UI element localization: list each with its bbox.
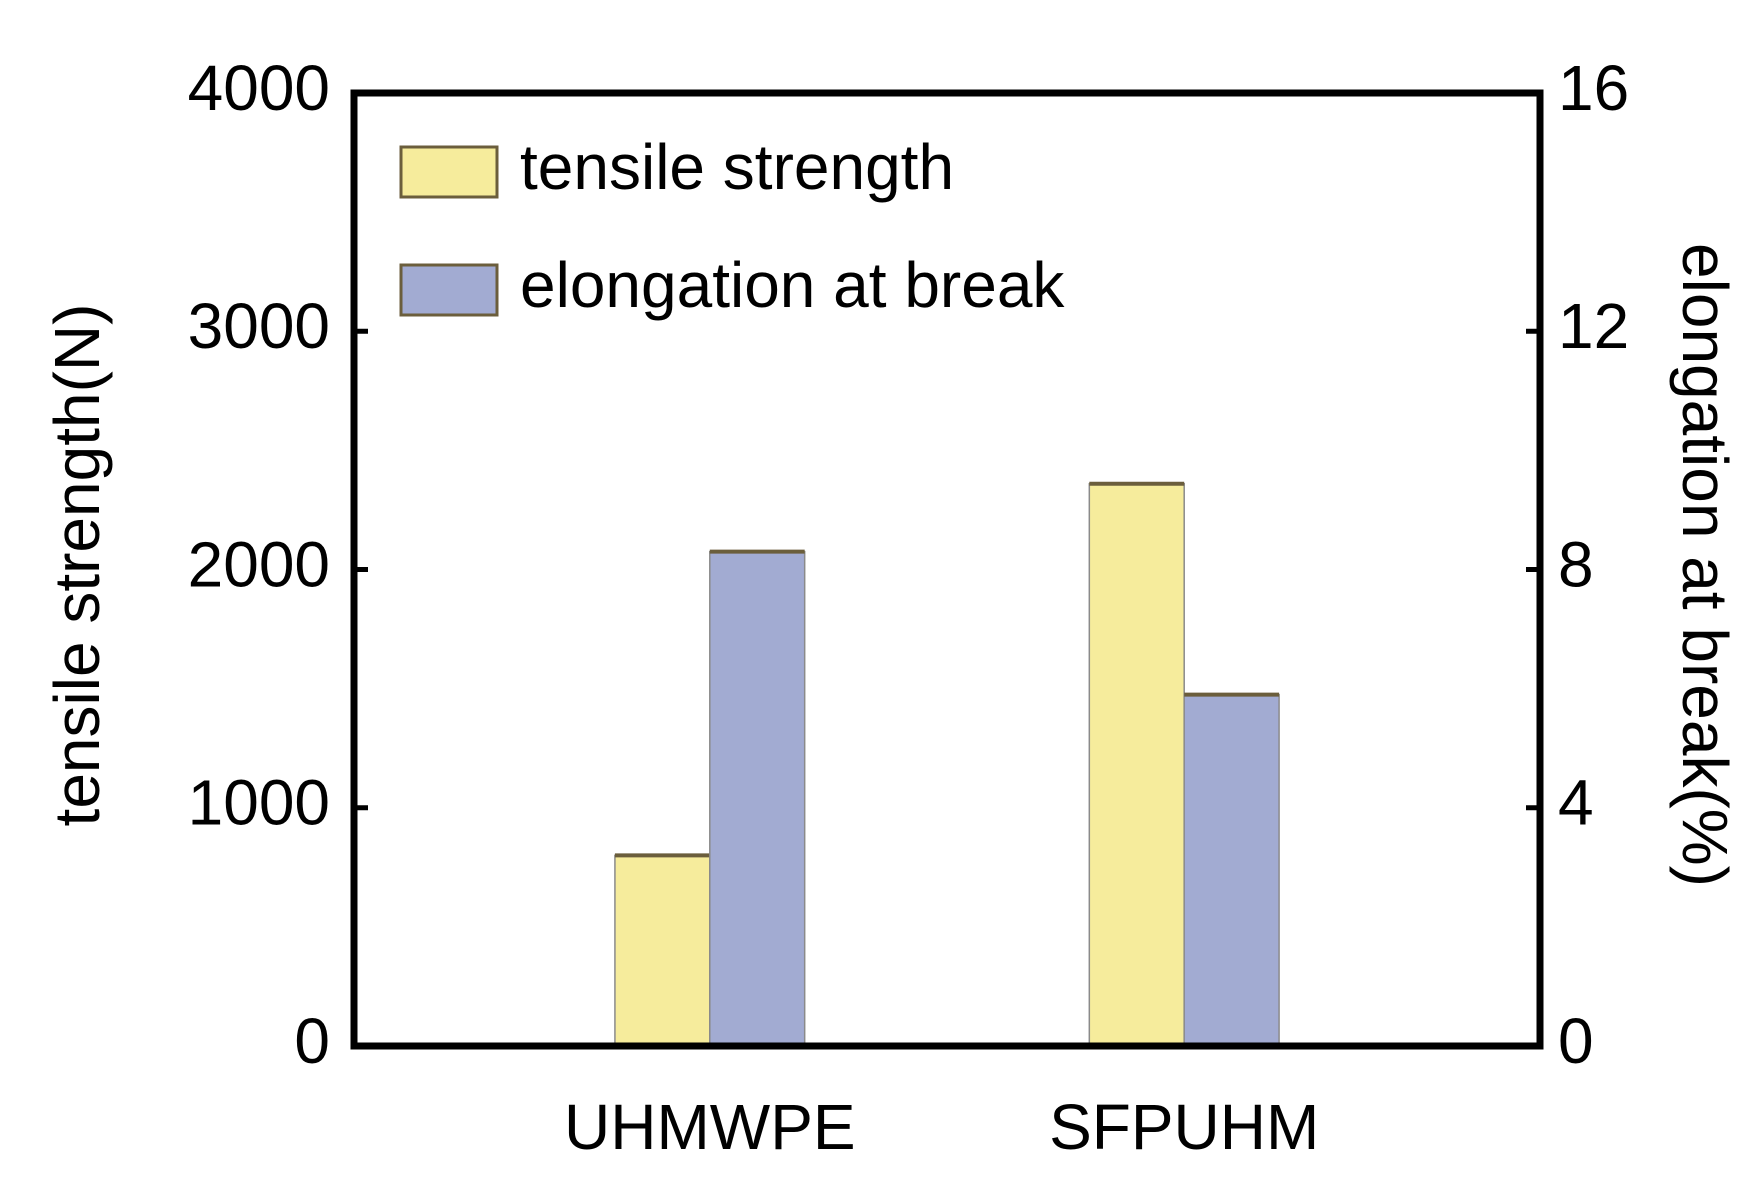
bar [614,854,711,1047]
bar [1088,482,1185,1047]
y-tick-label: 1000 [188,767,330,839]
y2-tick-label: 16 [1558,52,1629,124]
legend-label: elongation at break [520,249,1065,321]
y-tick-label: 3000 [188,290,330,362]
bar [709,550,806,1047]
y-tick-label: 0 [294,1005,330,1077]
y2-axis-title: elongation at break(%) [1669,243,1741,887]
legend-swatch [399,145,499,199]
bar [1183,693,1280,1047]
y2-tick-label: 8 [1558,528,1594,600]
legend-swatch [399,263,499,317]
x-tick-label: SFPUHM [1049,1091,1319,1163]
y2-tick-label: 4 [1558,767,1594,839]
y-tick-label: 4000 [188,52,330,124]
x-tick-label: UHMWPE [564,1091,856,1163]
legend-label: tensile strength [520,131,954,203]
y2-tick-label: 12 [1558,290,1629,362]
y-axis-title: tensile strength(N) [41,304,113,827]
plot-frame [350,89,1544,1050]
y2-tick-label: 0 [1558,1005,1594,1077]
y-tick-label: 2000 [188,528,330,600]
